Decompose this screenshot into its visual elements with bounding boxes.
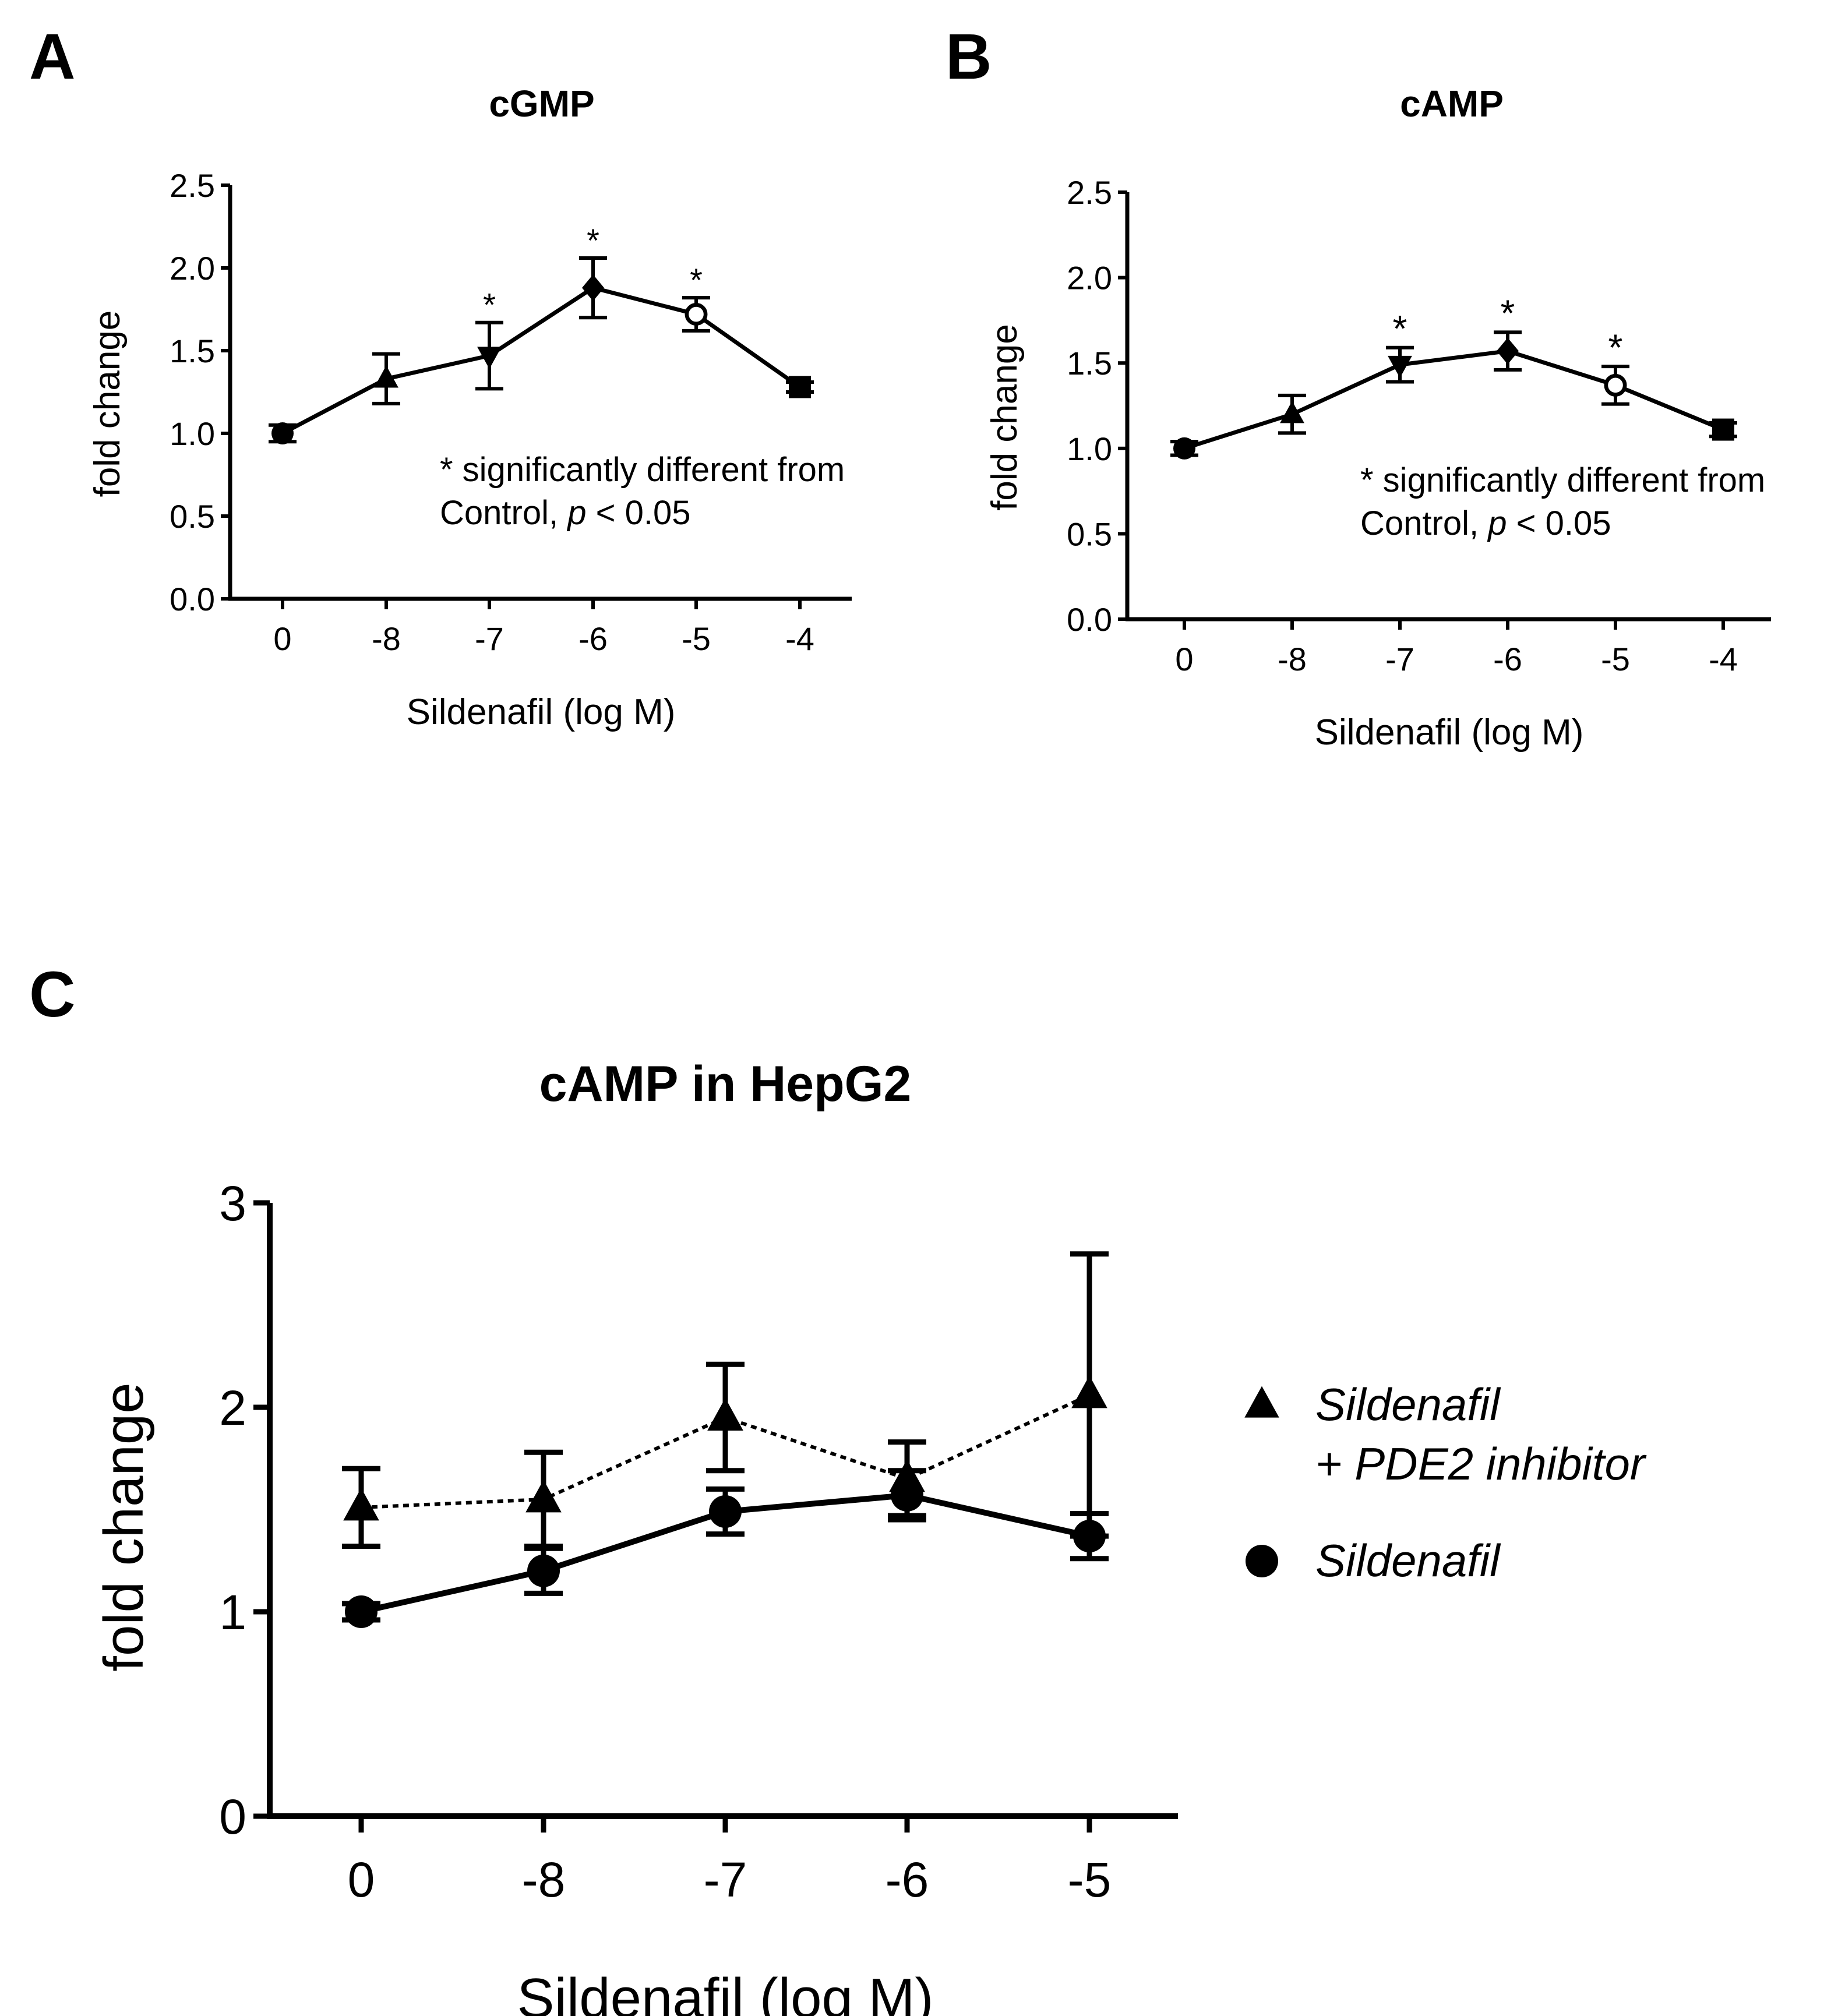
data-point (709, 1495, 742, 1528)
y-tick-label: 1.5 (1067, 345, 1112, 382)
y-tick-label: 1.0 (1067, 430, 1112, 467)
data-point (1173, 437, 1195, 460)
y-tick-label: 2.5 (170, 167, 215, 204)
x-axis-label: Sildenafil (log M) (1315, 712, 1584, 753)
data-point (1712, 418, 1734, 441)
panel-label: B (946, 21, 992, 93)
annotation-text: < 0.05 (1507, 504, 1611, 542)
data-point (789, 376, 811, 398)
data-point (477, 347, 502, 369)
data-point (343, 1488, 379, 1521)
y-tick-label: 2.5 (1067, 174, 1112, 211)
data-point (1071, 1375, 1107, 1408)
y-tick-label: 0.0 (1067, 601, 1112, 638)
x-tick-label: -7 (704, 1852, 747, 1907)
y-tick-label: 2.0 (1067, 260, 1112, 296)
annotation-p-italic: p (566, 494, 586, 532)
series-pde2 (342, 1251, 1109, 1549)
y-tick-label: 0.0 (170, 581, 215, 617)
y-tick-label: 1.5 (170, 333, 215, 369)
panel-title: cGMP (489, 83, 594, 125)
panel-title: cAMP (1400, 83, 1504, 125)
legend-marker-triangle (1244, 1386, 1279, 1418)
x-tick-label: -6 (1493, 641, 1522, 677)
series-line (1183, 349, 1724, 451)
x-axis-label: Sildenafil (log M) (407, 692, 676, 732)
data-point (582, 274, 604, 301)
data-point (527, 1554, 560, 1587)
x-tick-label: 0 (273, 620, 291, 657)
data-point (707, 1397, 743, 1431)
y-tick-label: 3 (219, 1176, 246, 1231)
annotation-line-1: * significantly different from (440, 451, 845, 489)
annotation-text: < 0.05 (586, 494, 690, 532)
x-tick-label: -8 (372, 620, 401, 657)
data-point (1388, 355, 1412, 378)
annotation-line-1: * significantly different from (1360, 461, 1765, 499)
significance-star: * (483, 287, 496, 323)
significance-star: * (1501, 292, 1515, 334)
y-axis-label: fold change (93, 1382, 155, 1671)
y-axis-label: fold change (985, 324, 1025, 511)
data-point (374, 365, 398, 388)
x-tick-label: 0 (1175, 641, 1193, 677)
legend-label: Sildenafil (1315, 1379, 1501, 1430)
significance-star: * (587, 222, 599, 259)
x-tick-label: 0 (348, 1852, 375, 1907)
series-sildenafil (342, 1468, 1109, 1628)
significance-star: * (1608, 326, 1623, 368)
x-tick-label: -6 (578, 620, 608, 657)
y-axis-label: fold change (87, 310, 128, 497)
x-tick-label: -7 (1385, 641, 1414, 677)
y-tick-label: 0.5 (1067, 516, 1112, 552)
data-point (345, 1595, 378, 1628)
data-point (1497, 337, 1519, 365)
significance-star: * (1393, 308, 1407, 349)
series-line (281, 285, 802, 436)
legend-marker-circle (1246, 1545, 1278, 1577)
legend-label: + PDE2 inhibitor (1315, 1438, 1647, 1489)
x-tick-label: -8 (1278, 641, 1307, 677)
annotation-text: Control, (440, 494, 567, 532)
y-tick-label: 2.0 (170, 250, 215, 287)
y-tick-label: 2 (219, 1381, 246, 1435)
significance-star: * (690, 262, 703, 298)
data-point (1280, 401, 1304, 423)
panel-label: A (29, 21, 75, 93)
data-point (891, 1478, 923, 1512)
panel-label: C (29, 959, 75, 1030)
legend: Sildenafil + PDE2 inhibitor Sildenafil (1244, 1379, 1647, 1586)
data-point (1604, 373, 1627, 397)
x-tick-label: -8 (522, 1852, 566, 1907)
x-tick-label: -5 (1601, 641, 1630, 677)
data-point (525, 1480, 562, 1513)
y-tick-label: 0 (219, 1789, 246, 1844)
x-tick-label: -4 (785, 620, 814, 657)
x-axis-label: Sildenafil (log M) (517, 1967, 934, 2016)
data-point (271, 422, 294, 444)
y-tick-label: 1.0 (170, 415, 215, 452)
annotation-text: Control, (1360, 504, 1488, 542)
annotation-p-italic: p (1487, 504, 1507, 542)
annotation-line-2: Control, p < 0.05 (440, 494, 690, 532)
x-tick-label: -5 (1068, 1852, 1112, 1907)
x-tick-label: -6 (886, 1852, 929, 1907)
x-tick-label: -5 (682, 620, 711, 657)
panel-title: cAMP in HepG2 (539, 1056, 912, 1112)
data-point (1073, 1520, 1106, 1553)
x-tick-label: -4 (1709, 641, 1738, 677)
x-tick-label: -7 (475, 620, 504, 657)
data-point (685, 303, 708, 326)
annotation-line-2: Control, p < 0.05 (1360, 504, 1611, 542)
legend-label: Sildenafil (1315, 1535, 1501, 1586)
y-tick-label: 0.5 (170, 498, 215, 535)
y-tick-label: 1 (219, 1585, 246, 1640)
